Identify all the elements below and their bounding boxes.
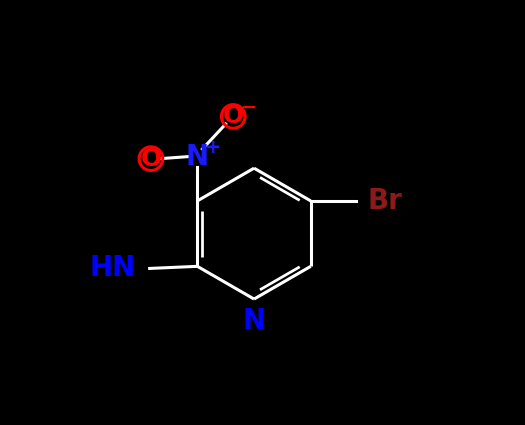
Text: +: + [205,138,222,157]
Text: O: O [140,147,162,171]
Text: O: O [223,105,244,128]
Text: −: − [241,98,257,116]
Text: N: N [243,307,266,334]
Text: Br: Br [368,187,403,215]
Text: N: N [186,142,209,170]
Text: HN: HN [90,255,136,283]
